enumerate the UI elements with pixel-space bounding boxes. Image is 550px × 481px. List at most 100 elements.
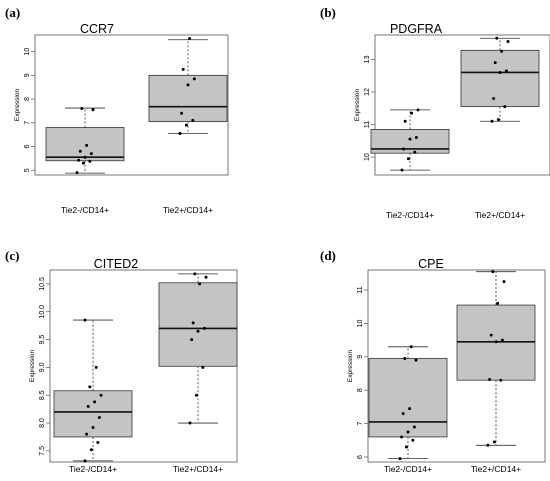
- data-point: [496, 301, 500, 305]
- box-iqr: [158, 282, 238, 367]
- panel-title: PDGFRA: [390, 22, 443, 36]
- box-2: [456, 270, 536, 447]
- panel-title: CITED2: [94, 257, 139, 271]
- data-point: [496, 118, 500, 122]
- x-category-label: Tie2+/CD14+: [471, 464, 521, 474]
- panel-letter: (b): [320, 5, 336, 20]
- data-point: [502, 280, 506, 284]
- x-category-label: Tie2-/CD14+: [69, 464, 117, 474]
- data-point: [398, 457, 402, 461]
- data-point: [194, 393, 198, 397]
- data-point: [204, 275, 208, 279]
- box-iqr: [45, 127, 125, 162]
- data-point: [506, 40, 510, 44]
- data-point: [180, 111, 184, 115]
- data-point: [414, 136, 418, 140]
- data-point: [83, 459, 87, 463]
- y-tick-label: 11: [357, 286, 364, 293]
- x-category-label: Tie2+/CD14+: [163, 205, 213, 215]
- data-point: [178, 131, 182, 135]
- box-1: [368, 345, 448, 461]
- data-point: [492, 96, 496, 100]
- box-iqr: [460, 49, 540, 108]
- data-point: [416, 108, 420, 112]
- data-point: [85, 432, 89, 436]
- panel-pdgfra: (b) PDGFRA 10 11 12 13 Expression Tie2-/CD14+ Ti…: [320, 5, 550, 220]
- data-point: [490, 119, 494, 123]
- data-point: [400, 168, 404, 172]
- data-point: [409, 345, 413, 349]
- data-point: [190, 338, 194, 342]
- data-point: [201, 365, 205, 369]
- data-point: [503, 105, 507, 109]
- data-point: [99, 393, 103, 397]
- box-1: [45, 107, 125, 175]
- data-point: [75, 171, 79, 175]
- data-point: [491, 270, 495, 274]
- y-tick-label: 9.0: [39, 362, 46, 372]
- data-point: [202, 326, 206, 330]
- data-point: [181, 67, 185, 71]
- y-tick-label: 7: [24, 121, 31, 125]
- y-tick-label: 8: [357, 388, 364, 392]
- data-point: [184, 123, 188, 127]
- y-tick-label: 6: [357, 455, 364, 459]
- panel-cited2: (c) CITED2 7.5 8.0 8.5 9.0 9.5 10.0 10.5 Expressi…: [5, 248, 238, 474]
- y-axis-label: Expression: [29, 350, 36, 383]
- data-point: [89, 152, 93, 156]
- data-point: [91, 108, 95, 112]
- y-tick-label: 6: [24, 144, 31, 148]
- y-tick-label: 10: [357, 319, 364, 327]
- data-point: [88, 385, 92, 389]
- data-point: [500, 49, 504, 53]
- y-axis-label: Expression: [354, 89, 361, 122]
- data-point: [91, 425, 95, 429]
- data-point: [403, 356, 407, 360]
- data-point: [408, 137, 412, 141]
- panel-ccr7: (a) CCR7 5 6 7 8 9 10 Expression Tie2-/CD14+ Tie2+…: [5, 5, 229, 215]
- y-tick-label: 9.5: [39, 335, 46, 345]
- data-point: [499, 378, 503, 382]
- data-point: [83, 318, 87, 322]
- x-category-label: Tie2-/CD14+: [386, 210, 434, 220]
- data-point: [196, 329, 200, 333]
- x-category-label: Tie2-/CD14+: [384, 464, 432, 474]
- plot-frame: [367, 269, 546, 463]
- data-point: [493, 61, 497, 65]
- box-2: [158, 272, 238, 425]
- box-2: [148, 37, 228, 135]
- data-point: [93, 400, 97, 404]
- box-iqr: [148, 74, 228, 123]
- data-point: [492, 440, 496, 444]
- y-tick-label: 10.0: [39, 305, 46, 319]
- y-tick-label: 8.5: [39, 390, 46, 400]
- data-point: [504, 69, 508, 73]
- panel-letter: (a): [5, 5, 20, 20]
- data-point: [186, 83, 190, 87]
- y-tick-label: 5: [24, 168, 31, 172]
- data-point: [80, 107, 84, 111]
- y-tick-label: 8.0: [39, 418, 46, 428]
- data-point: [77, 158, 81, 162]
- data-point: [498, 70, 502, 74]
- data-point: [86, 404, 90, 408]
- y-tick-label: 13: [364, 55, 371, 63]
- data-point: [81, 161, 85, 165]
- y-tick-label: 7: [357, 422, 364, 426]
- y-tick-label: 10: [364, 153, 371, 161]
- panel-title: CPE: [418, 257, 444, 271]
- y-tick-label: 9: [357, 355, 364, 359]
- data-point: [191, 321, 195, 325]
- data-point: [411, 438, 415, 442]
- y-axis-label: Expression: [14, 89, 21, 122]
- data-point: [489, 333, 493, 337]
- y-axis-label: Expression: [347, 350, 354, 383]
- y-tick-label: 12: [364, 88, 371, 96]
- box-1: [370, 108, 450, 172]
- data-point: [85, 143, 89, 147]
- data-point: [495, 36, 499, 40]
- data-point: [414, 358, 418, 362]
- data-point: [193, 272, 197, 276]
- data-point: [412, 425, 416, 429]
